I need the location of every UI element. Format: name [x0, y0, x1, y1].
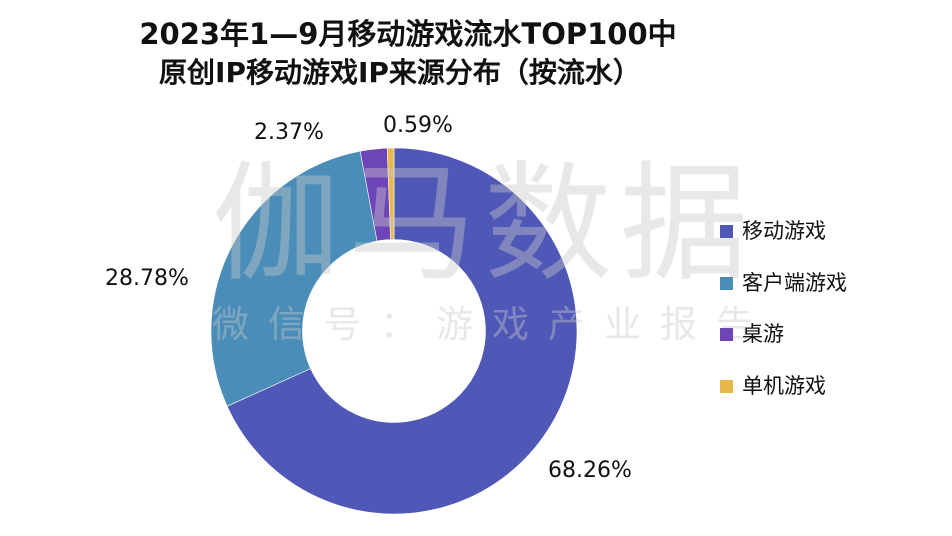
legend-swatch-square-icon [720, 225, 733, 238]
donut-slice-0[interactable] [226, 147, 578, 515]
chart-title-line1: 2023年1—9月移动游戏流水TOP100中 [139, 17, 677, 51]
data-label-board-game: 2.37% [254, 120, 324, 145]
donut-slice-3[interactable] [386, 147, 395, 240]
data-label-mobile-game: 68.26% [548, 458, 632, 483]
legend-swatch-square-icon [720, 380, 733, 393]
data-label-client-game: 28.78% [105, 266, 189, 291]
legend-label: 移动游戏 [742, 219, 826, 243]
donut-slices [210, 147, 578, 515]
data-label-standalone-game: 0.59% [383, 113, 453, 138]
donut-slice-1[interactable] [210, 150, 378, 407]
chart-title-line2: 原创IP移动游戏IP来源分布（按流水） [159, 56, 641, 89]
legend-label: 客户端游戏 [742, 271, 847, 295]
legend-swatch-square-icon [720, 277, 733, 290]
legend-label: 桌游 [742, 322, 784, 346]
legend-swatch-square-icon [720, 328, 733, 341]
legend-label: 单机游戏 [742, 374, 826, 398]
